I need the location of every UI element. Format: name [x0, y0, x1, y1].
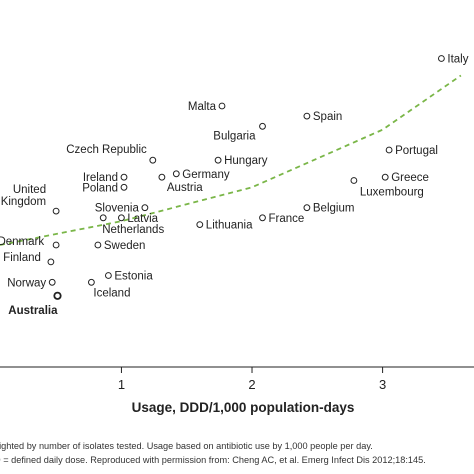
plot-area: Italy Malta Spain Bulgaria Portugal Czech Rep… [0, 54, 469, 317]
data-point-australia [53, 291, 62, 300]
data-point-sweden [94, 241, 102, 249]
data-label-czech-republic: Czech Republic [66, 144, 147, 156]
data-point-luxembourg [350, 177, 358, 184]
footnote-line-1: eighted by number of isolates tested. Us… [0, 441, 373, 451]
data-point-denmark [52, 241, 60, 249]
data-label-hungary: Hungary [224, 155, 268, 167]
data-label-netherlands: Netherlands [102, 224, 164, 236]
x-tick-label-3: 3 [379, 377, 386, 392]
data-label-portugal: Portugal [395, 145, 438, 157]
data-label-slovenia: Slovenia [95, 203, 140, 215]
data-point-belgium [303, 204, 311, 212]
footnote-line-2: D = defined daily dose. Reproduced with … [0, 455, 426, 465]
data-label-belgium: Belgium [313, 203, 355, 215]
data-point-poland [120, 183, 128, 191]
data-label-iceland: Iceland [93, 287, 130, 299]
data-point-spain [303, 112, 311, 120]
data-point-netherlands [99, 214, 107, 222]
data-point-hungary [214, 156, 222, 164]
data-point-italy [438, 55, 445, 62]
trend-line [0, 74, 462, 246]
data-point-greece [381, 173, 389, 181]
data-point-france [259, 214, 266, 222]
data-point-united-kingdom [52, 207, 60, 215]
x-axis-label: Usage, DDD/1,000 population-days [132, 400, 355, 415]
data-label-bulgaria: Bulgaria [213, 130, 256, 142]
data-label-france: France [269, 213, 305, 225]
data-label-luxembourg: Luxembourg [360, 187, 424, 199]
data-label-estonia: Estonia [114, 271, 153, 283]
data-label-ireland: Ireland [83, 172, 118, 184]
data-point-austria [158, 173, 166, 181]
data-point-malta [218, 102, 226, 110]
data-label-austria: Austria [167, 182, 203, 194]
data-label-united-kingdom-1: United [13, 184, 46, 196]
data-point-portugal [385, 146, 393, 154]
data-label-norway: Norway [7, 277, 46, 289]
x-axis-ticks: 1 2 3 [118, 367, 386, 392]
data-label-united-kingdom-2: Kingdom [1, 196, 46, 208]
data-point-finland [47, 258, 55, 266]
data-point-czech-republic [149, 156, 157, 164]
data-label-sweden: Sweden [104, 240, 146, 252]
data-point-lithuania [196, 221, 204, 229]
x-tick-label-2: 2 [248, 377, 255, 392]
data-point-bulgaria [259, 122, 266, 130]
x-tick-label-1: 1 [118, 377, 125, 392]
data-label-spain: Spain [313, 111, 342, 123]
data-point-latvia [118, 214, 125, 222]
data-point-ireland [120, 173, 128, 181]
data-label-australia: Australia [8, 305, 58, 317]
data-point-estonia [105, 272, 112, 279]
data-label-lithuania: Lithuania [206, 220, 253, 232]
data-label-denmark: Denmark [0, 236, 44, 248]
data-label-greece: Greece [391, 172, 429, 184]
data-point-germany [172, 170, 180, 178]
data-point-iceland [88, 278, 95, 286]
data-label-latvia: Latvia [127, 213, 158, 225]
data-label-italy: Italy [447, 54, 468, 66]
data-label-finland: Finland [3, 252, 41, 264]
data-point-norway [48, 278, 56, 286]
data-label-germany: Germany [182, 169, 230, 181]
data-point-slovenia [141, 204, 149, 212]
data-label-poland: Poland [82, 182, 118, 194]
data-label-malta: Malta [188, 101, 217, 113]
